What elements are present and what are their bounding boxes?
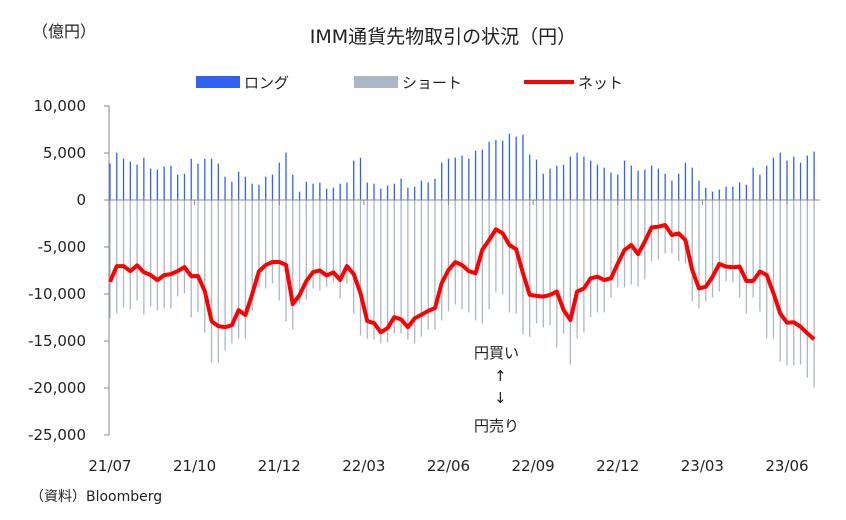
legend-short-label: ショート: [402, 74, 462, 92]
annotation-yen-buy: 円買い: [474, 344, 520, 362]
x-tick-label: 22/09: [512, 457, 555, 475]
chart-title: IMM通貨先物取引の状況（円）: [309, 26, 577, 48]
x-tick-label: 21/10: [173, 457, 216, 475]
y-tick-label: -5,000: [38, 238, 86, 256]
y-tick-label: -15,000: [28, 332, 86, 350]
legend: ロング ショート ネット: [196, 74, 623, 92]
y-axis-unit-label: （億円）: [32, 22, 97, 41]
y-tick-label: -20,000: [28, 379, 86, 397]
x-tick-label: 22/06: [427, 457, 470, 475]
y-tick-label: -10,000: [28, 285, 86, 303]
legend-net-label: ネット: [578, 74, 623, 92]
net-series-line: [108, 223, 816, 341]
annotation-yen-sell: 円売り: [474, 417, 520, 435]
annotation-up-arrow: ↑: [494, 367, 507, 385]
y-tick-label: 10,000: [34, 97, 87, 115]
source-note: （資料）Bloomberg: [30, 489, 163, 505]
x-tick-label: 23/03: [681, 457, 724, 475]
x-tick-label: 21/07: [88, 457, 131, 475]
y-tick-label: 5,000: [43, 144, 86, 162]
x-tick-label: 21/12: [258, 457, 301, 475]
y-tick-label: -25,000: [28, 426, 86, 444]
x-tick-label: 22/12: [596, 457, 639, 475]
legend-long-label: ロング: [244, 74, 289, 92]
annotation-down-arrow: ↓: [494, 389, 507, 407]
x-tick-label: 22/03: [342, 457, 385, 475]
legend-short-swatch: [354, 76, 398, 88]
y-tick-label: 0: [76, 191, 86, 209]
legend-long-swatch: [196, 76, 240, 88]
x-tick-label: 23/06: [765, 457, 808, 475]
